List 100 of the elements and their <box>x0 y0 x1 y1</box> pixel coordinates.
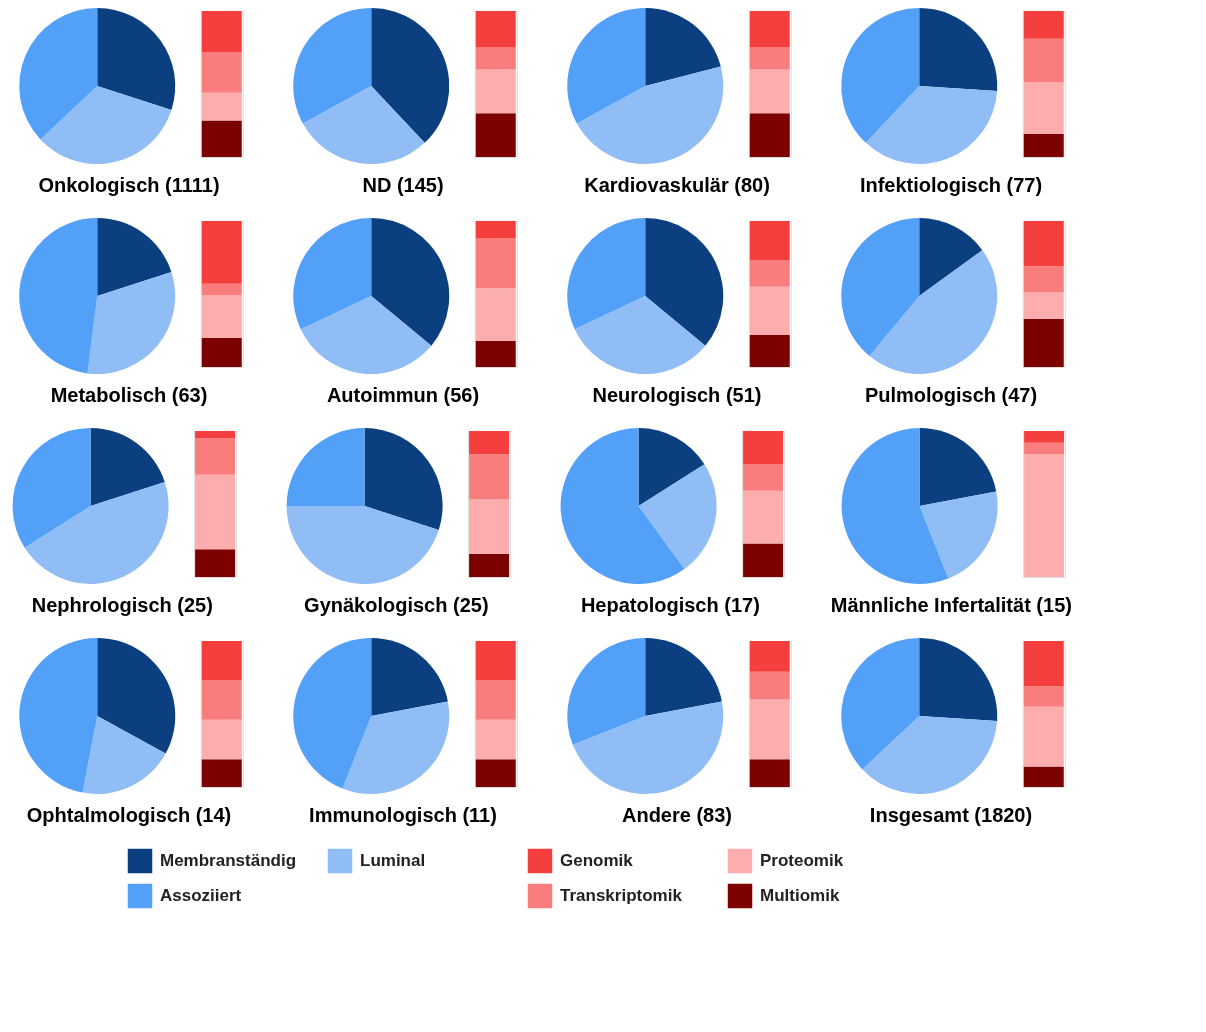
pie-slice <box>865 86 998 164</box>
text: Hepatologisch (17) <box>580 594 760 616</box>
bar <box>749 286 790 335</box>
pie-slice <box>841 8 920 143</box>
pie-slice <box>87 271 176 374</box>
text: Metabolisch (63) <box>50 384 208 406</box>
legend-label: Multiomik <box>760 886 840 905</box>
pie-slice <box>919 491 998 579</box>
bar <box>201 295 242 338</box>
pie-slice <box>567 8 646 124</box>
bar <box>195 438 236 475</box>
bar <box>201 51 242 93</box>
bar <box>1023 292 1064 319</box>
text: Nephrologisch (25) <box>31 594 213 616</box>
bar <box>749 699 790 760</box>
bar <box>195 549 236 577</box>
pie-slice <box>841 218 920 357</box>
bar <box>195 431 236 439</box>
text: Autoimmun (56) <box>326 384 480 406</box>
bar <box>749 11 790 48</box>
bar <box>1023 641 1064 687</box>
pie-slice <box>97 8 176 111</box>
pie-slice <box>869 250 998 374</box>
pie-slice <box>19 8 98 140</box>
bar <box>201 92 242 121</box>
pie-slice <box>82 716 166 794</box>
pie-slice <box>567 218 646 330</box>
text: Pulmologisch (47) <box>864 384 1038 406</box>
bar <box>201 221 242 284</box>
pie-slice <box>574 296 706 374</box>
pie-slice <box>12 428 91 548</box>
bar <box>469 553 510 577</box>
pie-slice <box>919 8 998 91</box>
legend-label: Luminal <box>360 851 426 870</box>
pie-slice <box>286 428 365 506</box>
text: Neurologisch (51) <box>592 384 762 406</box>
bar <box>1023 686 1064 707</box>
bar <box>749 221 790 261</box>
pie-slice <box>19 218 98 374</box>
pie-slice <box>364 428 443 531</box>
text: Männliche Infertalität (15) <box>830 594 1072 616</box>
bar <box>475 69 516 114</box>
bar <box>475 680 516 720</box>
text: Infektiologisch (77) <box>859 174 1043 196</box>
bar <box>1023 706 1064 767</box>
pie-slice <box>286 506 439 584</box>
bar <box>475 641 516 681</box>
pie-slice <box>638 464 717 570</box>
bar <box>1023 82 1064 134</box>
bar <box>201 283 242 296</box>
pie-slice <box>19 638 98 793</box>
bar <box>1023 266 1064 293</box>
bar <box>743 464 784 491</box>
legend-label: Transkriptomik <box>560 886 683 905</box>
pie-slice <box>841 428 949 584</box>
pie-slice <box>862 716 998 794</box>
bar <box>1023 11 1064 39</box>
pie-slice <box>572 701 724 794</box>
text: Kardiovaskulär (80) <box>584 174 770 196</box>
bar <box>1023 133 1064 157</box>
pie-slice <box>919 218 983 296</box>
bar <box>201 680 242 720</box>
pie-slice <box>919 428 997 506</box>
text: ND (145) <box>362 174 444 196</box>
bar <box>475 719 516 760</box>
bar <box>1023 221 1064 267</box>
bar <box>201 719 242 760</box>
bar <box>749 334 790 367</box>
text: Gynäkologisch (25) <box>304 594 489 616</box>
bar <box>743 490 784 544</box>
pie-slice <box>371 8 450 143</box>
bar <box>749 671 790 700</box>
bar <box>201 120 242 157</box>
pie-slice <box>371 638 448 716</box>
bar <box>475 340 516 367</box>
bar <box>469 431 510 455</box>
pie-slice <box>293 638 372 789</box>
pie-slice <box>302 86 425 164</box>
bar <box>475 47 516 70</box>
pie-slice <box>40 86 172 164</box>
bar <box>743 543 784 577</box>
bar <box>749 759 790 787</box>
pie-slice <box>645 8 721 86</box>
text: Andere (83) <box>621 804 733 826</box>
bar <box>749 113 790 157</box>
bar <box>201 11 242 52</box>
legend-label: Assoziiert <box>160 886 242 905</box>
pie-slice <box>576 66 724 164</box>
bar <box>195 474 236 550</box>
bar <box>475 288 516 341</box>
pie-slice <box>342 701 450 794</box>
pie-slice <box>645 218 724 346</box>
bar <box>749 260 790 287</box>
pie-slice <box>560 428 685 584</box>
bar <box>749 47 790 70</box>
text: Immunologisch (11) <box>309 804 497 826</box>
pie-slice <box>293 218 372 330</box>
legend-label: Membranständig <box>160 851 297 870</box>
bar <box>749 69 790 114</box>
pie-slice <box>638 428 705 506</box>
